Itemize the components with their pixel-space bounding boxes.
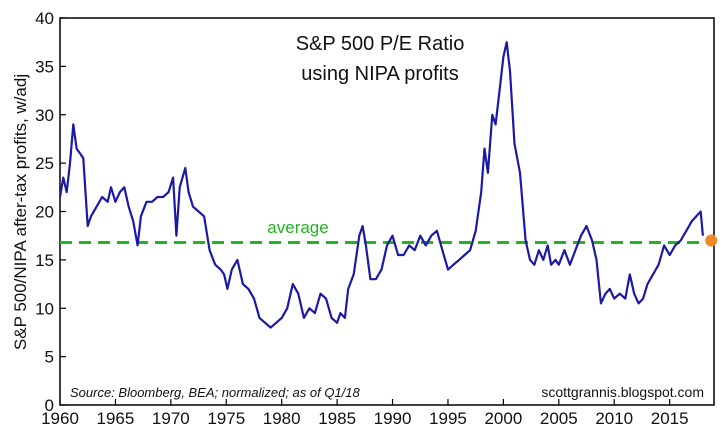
x-tick-label: 1980 — [263, 409, 301, 428]
y-axis-label: S&P 500/NIPA after-tax profits, w/adj — [11, 74, 30, 350]
x-tick-label: 1995 — [429, 409, 467, 428]
y-tick-label: 20 — [35, 203, 54, 222]
y-axis: 0 5 10 15 20 25 30 35 40 — [35, 9, 66, 415]
x-tick-label: 1975 — [207, 409, 245, 428]
y-tick-label: 15 — [35, 251, 54, 270]
y-tick-label: 25 — [35, 154, 54, 173]
latest-value-dot — [705, 234, 718, 247]
x-tick-label: 1990 — [374, 409, 412, 428]
x-axis: 1960 1965 1970 1975 1980 1985 1990 1995 2000 2005… — [41, 399, 689, 428]
y-tick-label: 0 — [45, 396, 54, 415]
y-tick-label: 5 — [45, 348, 54, 367]
x-tick-label: 2000 — [484, 409, 522, 428]
x-tick-label: 1970 — [152, 409, 190, 428]
x-tick-label: 2010 — [595, 409, 633, 428]
x-tick-label: 2005 — [540, 409, 578, 428]
x-tick-label: 2015 — [651, 409, 689, 428]
x-tick-label: 1965 — [97, 409, 135, 428]
chart-title: S&P 500 P/E Ratio — [296, 33, 465, 55]
source-note: Source: Bloomberg, BEA; normalized; as o… — [70, 385, 361, 400]
blog-credit: scottgrannis.blogspot.com — [541, 384, 704, 400]
x-tick-label: 1960 — [41, 409, 79, 428]
y-tick-label: 10 — [35, 299, 54, 318]
x-tick-label: 1985 — [318, 409, 356, 428]
plot-area — [58, 41, 718, 329]
y-tick-label: 30 — [35, 106, 54, 125]
y-tick-label: 40 — [35, 9, 54, 28]
y-tick-label: 35 — [35, 57, 54, 76]
pe-series-line — [58, 41, 704, 329]
average-label: average — [267, 218, 328, 237]
chart-subtitle: using NIPA profits — [301, 63, 458, 85]
